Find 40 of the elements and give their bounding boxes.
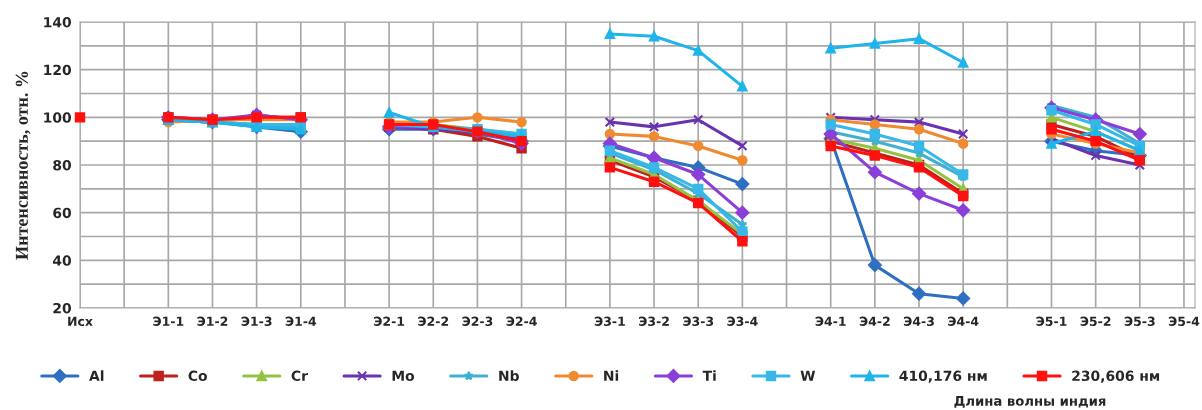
x-tick-label: Э2-2 <box>418 316 449 327</box>
x-tick-label: Э4-1 <box>815 316 846 327</box>
x-tick-label: Э1-2 <box>197 316 228 327</box>
legend-label: 410,176 нм <box>899 370 987 383</box>
x-tick-label: Э1-1 <box>153 316 184 327</box>
legend-label: Cr <box>291 370 308 382</box>
legend-label: W <box>800 370 816 381</box>
x-tick-label: Э3-1 <box>594 316 625 327</box>
x-tick-label: Э5-3 <box>1124 316 1155 327</box>
x-tick-label: Э5-1 <box>1036 316 1067 327</box>
legend-label: Ti <box>702 370 716 381</box>
legend-label: Mo <box>392 370 415 382</box>
legend-label: Nb <box>499 370 519 382</box>
y-tick-label: 40 <box>52 255 71 266</box>
y-tick-label: 120 <box>44 64 71 76</box>
x-tick-label: Э4-3 <box>903 316 934 327</box>
y-tick-label: 80 <box>53 159 71 171</box>
x-tick-label: Э3-2 <box>638 316 669 327</box>
x-tick-label: Э3-4 <box>727 316 758 327</box>
text: Длина волны индия <box>954 396 1106 408</box>
x-tick-label: Э4-2 <box>859 316 890 327</box>
x-tick-label: Исх <box>68 316 93 327</box>
y-tick-label: 140 <box>44 16 71 28</box>
x-tick-label: Э2-4 <box>506 316 537 327</box>
legend-label: Al <box>89 370 104 381</box>
x-tick-label: Э1-3 <box>241 316 272 327</box>
x-tick-label: Э4-4 <box>948 316 979 327</box>
y-tick-label: 20 <box>53 302 71 314</box>
y-tick-label: 60 <box>53 207 71 219</box>
x-tick-label: Э3-3 <box>683 316 714 327</box>
y-tick-label: 100 <box>44 112 71 123</box>
x-tick-label: Э5-4 <box>1168 316 1200 327</box>
x-tick-label: Э2-3 <box>462 316 493 327</box>
x-tick-label: Э5-2 <box>1080 316 1111 327</box>
x-tick-label: Э1-4 <box>285 316 317 327</box>
legend-label: 230,606 нм <box>1072 370 1160 383</box>
y-axis-title: Интенсивность, отн. % <box>15 71 31 260</box>
x-tick-label: Э2-1 <box>374 316 405 327</box>
legend-label: Co <box>188 370 207 382</box>
legend-label: Ni <box>604 370 619 381</box>
